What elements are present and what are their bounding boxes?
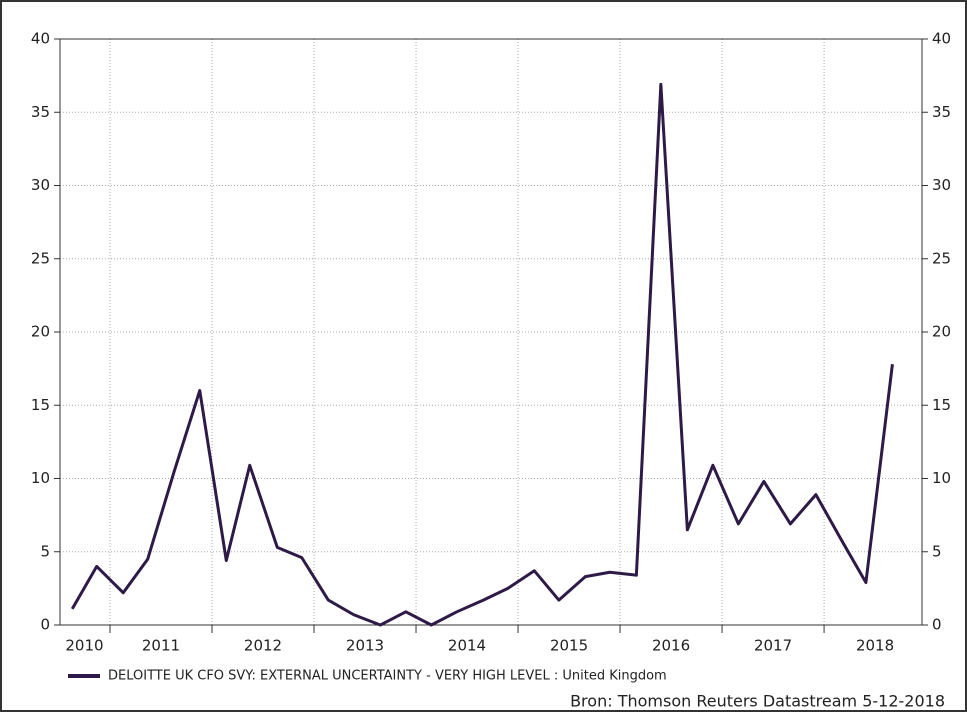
source: Bron: Thomson Reuters Datastream 5-12-20…	[570, 692, 945, 711]
x-tick-label: 2010	[65, 637, 103, 655]
y-tick-label: 20	[31, 323, 50, 341]
y2-tick-label: 30	[932, 176, 951, 194]
y-tick-label: 5	[40, 542, 50, 560]
y2-tick-label: 5	[932, 542, 942, 560]
x-tick-label: 2014	[448, 637, 486, 655]
x-tick-label: 2013	[346, 637, 384, 655]
legend-label: DELOITTE UK CFO SVY: EXTERNAL UNCERTAINT…	[108, 669, 667, 684]
y2-tick-label: 0	[932, 616, 942, 634]
y-tick-label: 30	[31, 176, 50, 194]
y2-tick-label: 40	[932, 30, 951, 48]
y2-tick-label: 35	[932, 103, 951, 121]
y-tick-label: 40	[31, 30, 50, 48]
x-tick-label: 2011	[142, 637, 180, 655]
y2-tick-label: 20	[932, 323, 951, 341]
x-tick-label: 2016	[652, 637, 690, 655]
x-tick-label: 2017	[754, 637, 792, 655]
y-tick-label: 10	[31, 469, 50, 487]
x-tick-label: 2018	[856, 637, 894, 655]
x-tick-label: 2012	[244, 637, 282, 655]
y2-tick-label: 25	[932, 249, 951, 267]
y-tick-label: 25	[31, 249, 50, 267]
y2-tick-label: 15	[932, 396, 951, 414]
y2-tick-label: 10	[932, 469, 951, 487]
y-tick-label: 0	[40, 616, 50, 634]
plot-area	[59, 38, 923, 626]
y-tick-label: 35	[31, 103, 50, 121]
y-tick-label: 15	[31, 396, 50, 414]
x-tick-label: 2015	[550, 637, 588, 655]
line	[70, 82, 894, 627]
